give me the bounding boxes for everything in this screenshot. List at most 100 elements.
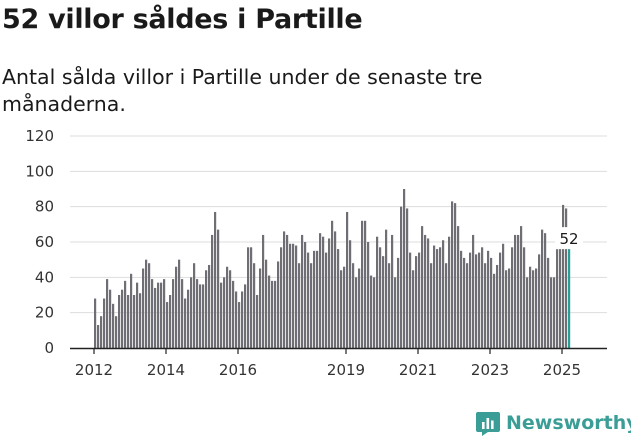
bar [427, 238, 430, 348]
x-tick-label: 2019 [327, 361, 365, 379]
bar [478, 252, 481, 348]
brand-name: Newsworthy [506, 412, 631, 434]
bar [439, 247, 442, 348]
bar [502, 243, 505, 348]
bar [445, 263, 448, 348]
bar [394, 277, 397, 348]
bar [232, 280, 235, 348]
bar [457, 226, 460, 348]
bar [436, 249, 439, 348]
bar [280, 247, 283, 348]
bar [283, 231, 286, 348]
x-tick-label: 2023 [471, 361, 509, 379]
bar [412, 270, 415, 348]
bar [127, 295, 130, 348]
page-title: 52 villor såldes i Partille [2, 4, 363, 35]
bar [121, 289, 124, 348]
bar [541, 229, 544, 348]
y-tick-label: 40 [35, 268, 54, 286]
bar [379, 247, 382, 348]
bar [367, 242, 370, 348]
bar [517, 234, 520, 348]
bar [211, 234, 214, 348]
bar [397, 257, 400, 348]
bar [337, 249, 340, 348]
bar [226, 266, 229, 348]
bar [415, 256, 418, 348]
x-tick-label: 2014 [147, 361, 185, 379]
bar [205, 270, 208, 348]
bar [235, 291, 238, 348]
bar [340, 270, 343, 348]
bar [460, 250, 463, 348]
bar [118, 295, 121, 348]
bar [151, 279, 154, 348]
bar [544, 233, 547, 348]
bar [115, 316, 118, 348]
bar [184, 298, 187, 348]
bar [463, 257, 466, 348]
bar [403, 189, 406, 348]
bar [547, 257, 550, 348]
bar [325, 252, 328, 348]
bar [148, 263, 151, 348]
bar [172, 279, 175, 348]
bar [124, 280, 127, 348]
bar [145, 259, 148, 348]
bar [448, 236, 451, 348]
bar [259, 268, 262, 348]
y-tick-label: 0 [44, 339, 54, 357]
bar [529, 266, 532, 348]
newsworthy-logo-icon [476, 412, 500, 436]
bar [286, 234, 289, 348]
bar-highlight [568, 242, 571, 348]
bar [322, 236, 325, 348]
bar [247, 247, 250, 348]
bar [178, 259, 181, 348]
bar [469, 252, 472, 348]
bar [193, 263, 196, 348]
bar [133, 295, 136, 348]
bar [328, 238, 331, 348]
bar [355, 277, 358, 348]
x-tick-label: 2021 [399, 361, 437, 379]
bar [370, 275, 373, 348]
x-tick-label: 2012 [75, 361, 113, 379]
bar [229, 270, 232, 348]
bar [256, 295, 259, 348]
bar [274, 280, 277, 348]
bar [433, 245, 436, 348]
bar [196, 279, 199, 348]
bar [298, 263, 301, 348]
bar [526, 277, 529, 348]
bar [166, 302, 169, 348]
bar [361, 220, 364, 348]
bar [154, 287, 157, 348]
bar [271, 280, 274, 348]
y-tick-label: 120 [25, 127, 54, 145]
bar [142, 268, 145, 348]
bar [424, 234, 427, 348]
bar [520, 226, 523, 348]
bar [334, 231, 337, 348]
y-tick-label: 20 [35, 304, 54, 322]
bar [112, 303, 115, 348]
bar [316, 250, 319, 348]
bar [388, 263, 391, 348]
bar [475, 254, 478, 348]
bar [250, 247, 253, 348]
bar [532, 270, 535, 348]
bar [313, 250, 316, 348]
bar [253, 263, 256, 348]
bar [481, 247, 484, 348]
bar [454, 203, 457, 348]
bar [535, 268, 538, 348]
bar [358, 268, 361, 348]
data-label-background [555, 227, 583, 250]
bar [136, 282, 139, 348]
x-axis: 2012 2014 2016 2019 2021 2023 2025 [70, 347, 607, 379]
bar [244, 284, 247, 348]
bar [220, 282, 223, 348]
bar [484, 263, 487, 348]
bar [331, 220, 334, 348]
